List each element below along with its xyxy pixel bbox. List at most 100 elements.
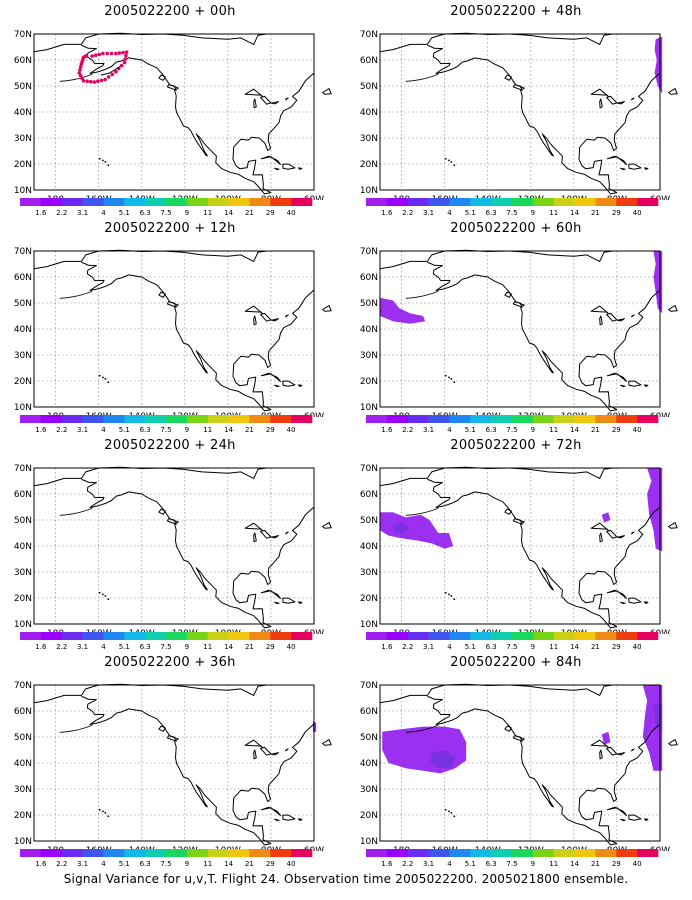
- colorbar-swatch: [124, 198, 146, 206]
- colorbar-swatch: [207, 632, 229, 640]
- colorbar-label: 6.3: [486, 643, 497, 651]
- colorbar-label: 21: [591, 209, 600, 217]
- lat-tick-label: 40N: [360, 108, 378, 118]
- coastline: [379, 466, 678, 629]
- lon-tick-label: 160W: [86, 412, 112, 417]
- lat-tick-label: 50N: [360, 82, 378, 92]
- colorbar-swatch: [595, 415, 617, 423]
- colorbar-swatch: [470, 198, 492, 206]
- colorbar-label: 21: [245, 860, 254, 868]
- colorbar-swatch: [407, 632, 429, 640]
- lon-tick-label: 180: [47, 629, 64, 634]
- lon-tick-label: 140W: [129, 629, 155, 634]
- colorbar-swatch: [386, 849, 409, 857]
- colorbar-swatch: [166, 415, 188, 423]
- colorbar-label: 1.6: [381, 209, 393, 217]
- colorbar-swatch: [20, 632, 42, 640]
- lat-tick-label: 20N: [14, 594, 32, 604]
- colorbar-label: 5.1: [465, 860, 476, 868]
- observation-dot: [101, 51, 105, 56]
- colorbar-swatch: [553, 198, 575, 206]
- colorbar-swatch: [82, 849, 104, 857]
- lat-tick-label: 50N: [14, 299, 32, 309]
- colorbar-swatch: [270, 849, 292, 857]
- graticule: [34, 251, 314, 407]
- colorbar-label: 3.1: [77, 209, 88, 217]
- lon-tick-label: 60W: [650, 195, 670, 200]
- colorbar-swatch: [145, 632, 167, 640]
- colorbar-label: 11: [203, 860, 212, 868]
- colorbar-swatch: [512, 632, 534, 640]
- colorbar-swatch: [491, 198, 513, 206]
- observation-dot: [85, 79, 89, 84]
- lat-tick-label: 40N: [360, 325, 378, 335]
- colorbar-swatch: [186, 849, 209, 857]
- colorbar-label: 1.6: [381, 426, 393, 434]
- lat-tick-label: 60N: [14, 490, 32, 500]
- lat-tick-label: 50N: [14, 733, 32, 743]
- graticule: [34, 468, 314, 624]
- lat-tick-label: 30N: [14, 785, 32, 795]
- lat-tick-label: 50N: [360, 299, 378, 309]
- variance-shading: [382, 726, 467, 774]
- colorbar-swatch: [103, 198, 125, 206]
- lon-tick-label: 140W: [129, 195, 155, 200]
- colorbar-label: 40: [287, 426, 296, 434]
- lon-tick-label: 180: [47, 846, 64, 851]
- lat-tick-label: 70N: [360, 464, 378, 474]
- colorbar-label: 2.2: [56, 860, 67, 868]
- lon-tick-label: 100W: [561, 629, 587, 634]
- lon-tick-label: 140W: [475, 629, 501, 634]
- colorbar-swatch: [61, 849, 83, 857]
- colorbar-swatch: [291, 849, 313, 857]
- panel-title: 2005022200 + 72h: [450, 438, 582, 453]
- panel-title: 2005022200 + 24h: [104, 438, 236, 453]
- colorbar-swatch: [166, 632, 188, 640]
- colorbar-label: 9: [185, 209, 189, 217]
- colorbar-swatch: [449, 198, 471, 206]
- lon-tick-label: 160W: [86, 195, 112, 200]
- colorbar-swatch: [491, 632, 513, 640]
- map-frame: [379, 250, 661, 408]
- lon-tick-label: 60W: [650, 846, 670, 851]
- colorbar-swatch: [249, 415, 271, 423]
- colorbar-label: 14: [224, 643, 233, 651]
- map-plot: 70N 60N 50N 40N 30N 20N 10N 180 160W 140W 120W 100W…: [360, 681, 678, 851]
- colorbar-swatch: [228, 415, 250, 423]
- map-frame: [33, 467, 315, 625]
- lon-tick-label: 100W: [561, 195, 587, 200]
- lat-tick-label: 40N: [360, 542, 378, 552]
- colorbar-label: 4: [101, 209, 106, 217]
- lat-tick-label: 50N: [14, 82, 32, 92]
- colorbar-swatch: [103, 415, 125, 423]
- lat-tick-label: 60N: [14, 56, 32, 66]
- colorbar-label: 5.1: [465, 643, 476, 651]
- lat-tick-label: 30N: [360, 351, 378, 361]
- colorbar-label: 14: [570, 426, 579, 434]
- colorbar-swatch: [386, 198, 409, 206]
- colorbar-label: 1.6: [35, 209, 47, 217]
- colorbar-label: 3.1: [423, 426, 434, 434]
- lon-tick-label: 60W: [650, 412, 670, 417]
- lat-tick-label: 40N: [360, 759, 378, 769]
- lat-tick-label: 10N: [14, 403, 32, 413]
- colorbar-label: 14: [224, 209, 233, 217]
- colorbar-label: 3.1: [423, 209, 434, 217]
- colorbar-swatch: [574, 632, 596, 640]
- colorbar-label: 2.2: [402, 426, 413, 434]
- colorbar-label: 9: [185, 860, 189, 868]
- colorbar-label: 9: [531, 860, 535, 868]
- colorbar-swatch: [616, 632, 638, 640]
- colorbar-label: 40: [633, 643, 642, 651]
- lat-tick-label: 60N: [14, 707, 32, 717]
- colorbar-swatch: [366, 415, 388, 423]
- lon-tick-label: 140W: [475, 846, 501, 851]
- colorbar: 1.6 2.2 3.1 4 5.1 6.3 7.5 9 11 14 21 29 40: [366, 632, 659, 651]
- lon-tick-label: 120W: [518, 846, 544, 851]
- colorbar-swatch: [270, 632, 292, 640]
- panel-title: 2005022200 + 48h: [450, 4, 582, 19]
- lon-tick-label: 180: [393, 195, 410, 200]
- lat-tick-label: 20N: [360, 594, 378, 604]
- colorbar-swatch: [124, 632, 146, 640]
- colorbar-swatch: [82, 415, 104, 423]
